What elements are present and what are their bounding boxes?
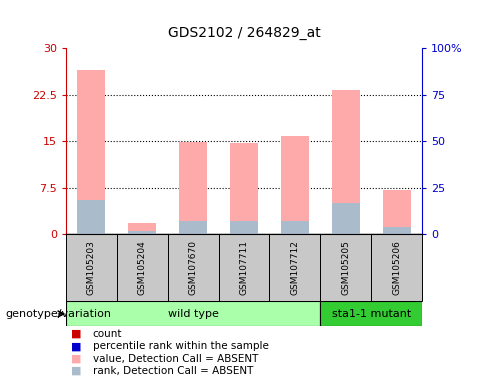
Text: rank, Detection Call = ABSENT: rank, Detection Call = ABSENT <box>93 366 253 376</box>
Text: ■: ■ <box>71 329 81 339</box>
Text: GSM107711: GSM107711 <box>240 240 248 295</box>
Bar <box>230 220 258 234</box>
Text: GDS2102 / 264829_at: GDS2102 / 264829_at <box>167 26 321 40</box>
Text: GSM105205: GSM105205 <box>341 240 350 295</box>
Text: GSM107670: GSM107670 <box>188 240 198 295</box>
Text: GSM105203: GSM105203 <box>87 240 96 295</box>
Bar <box>66 234 117 301</box>
Bar <box>320 301 422 326</box>
Bar <box>128 223 156 234</box>
Bar <box>371 234 422 301</box>
Text: GSM105204: GSM105204 <box>138 240 147 295</box>
Bar <box>117 234 168 301</box>
Text: ■: ■ <box>71 366 81 376</box>
Bar <box>179 220 207 234</box>
Bar <box>77 70 105 234</box>
Bar <box>332 90 360 234</box>
Text: percentile rank within the sample: percentile rank within the sample <box>93 341 268 351</box>
Bar <box>128 231 156 234</box>
Text: value, Detection Call = ABSENT: value, Detection Call = ABSENT <box>93 354 258 364</box>
Bar <box>219 234 269 301</box>
Bar <box>281 221 309 234</box>
Bar <box>66 301 320 326</box>
Bar <box>281 136 309 234</box>
Text: wild type: wild type <box>168 309 219 319</box>
Bar <box>168 234 219 301</box>
Bar <box>179 142 207 234</box>
Bar <box>332 203 360 234</box>
Bar <box>269 234 320 301</box>
Bar <box>383 227 411 234</box>
Text: GSM107712: GSM107712 <box>290 240 300 295</box>
Text: ■: ■ <box>71 341 81 351</box>
Bar <box>77 200 105 234</box>
Bar <box>383 190 411 234</box>
Text: genotype/variation: genotype/variation <box>5 309 111 319</box>
Text: GSM105206: GSM105206 <box>392 240 401 295</box>
Text: count: count <box>93 329 122 339</box>
Text: sta1-1 mutant: sta1-1 mutant <box>332 309 411 319</box>
Text: ■: ■ <box>71 354 81 364</box>
Bar <box>320 234 371 301</box>
Bar <box>230 143 258 234</box>
